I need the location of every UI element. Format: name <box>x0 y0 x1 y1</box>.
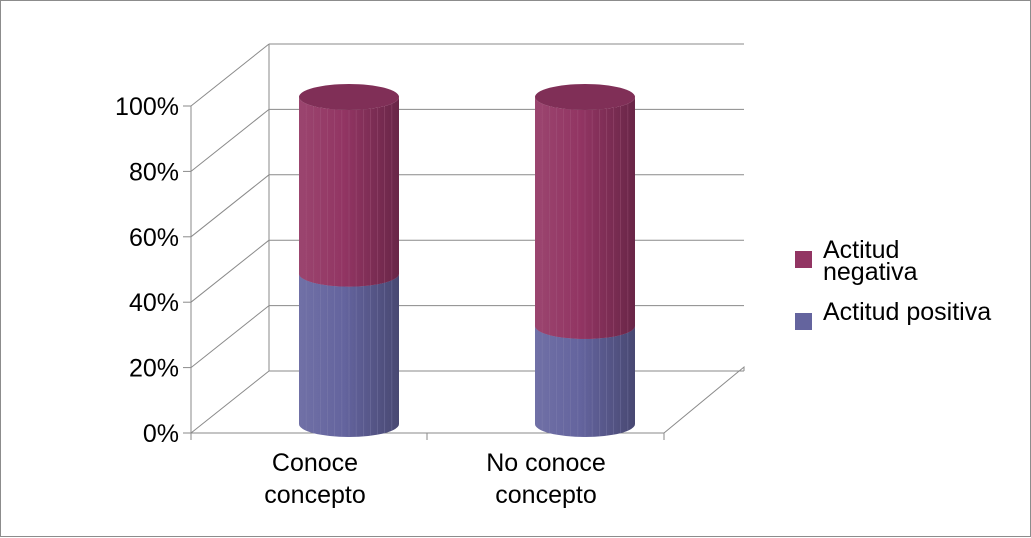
gridline-depth <box>190 305 270 368</box>
gridline-depth <box>190 174 270 238</box>
y-tick-label: 80% <box>129 158 179 186</box>
category-label-0-1: concepto <box>264 481 365 509</box>
legend-label-actitud-positiva: Actitud positiva <box>823 298 992 326</box>
legend-item-actitud-positiva: Actitud positiva <box>795 298 1031 330</box>
bars-layer <box>299 84 635 437</box>
legend-label-actitud-negativa: Actitud negativa <box>823 236 918 286</box>
y-tick-label: 0% <box>143 420 179 448</box>
category-label-0-0: Conoce <box>272 449 358 477</box>
grid-layer <box>183 43 745 440</box>
y-tick-label: 20% <box>129 355 179 383</box>
floor-outline <box>191 365 745 434</box>
legend-item-actitud-negativa: Actitud negativa <box>795 236 1031 301</box>
y-tick-label: 100% <box>115 93 179 121</box>
category-label-1-1: concepto <box>495 481 596 509</box>
legend-swatch-actitud-negativa <box>795 251 812 268</box>
y-tick-label: 60% <box>129 224 179 252</box>
gridline-depth <box>190 43 270 107</box>
gridline-depth <box>190 109 270 172</box>
gridline-depth <box>190 370 270 434</box>
legend: Actitud negativa Actitud positiva <box>795 236 1031 330</box>
bar-cap <box>299 84 399 110</box>
labels-layer: 0% 20% 40% 60% 80% 100% Conoce concepto No conoc… <box>115 93 606 509</box>
y-tick-label: 40% <box>129 289 179 317</box>
gridline-depth <box>190 239 270 303</box>
category-label-1-0: No conoce <box>486 449 606 477</box>
bar-cap <box>535 84 635 110</box>
legend-swatch-actitud-positiva <box>795 313 812 330</box>
